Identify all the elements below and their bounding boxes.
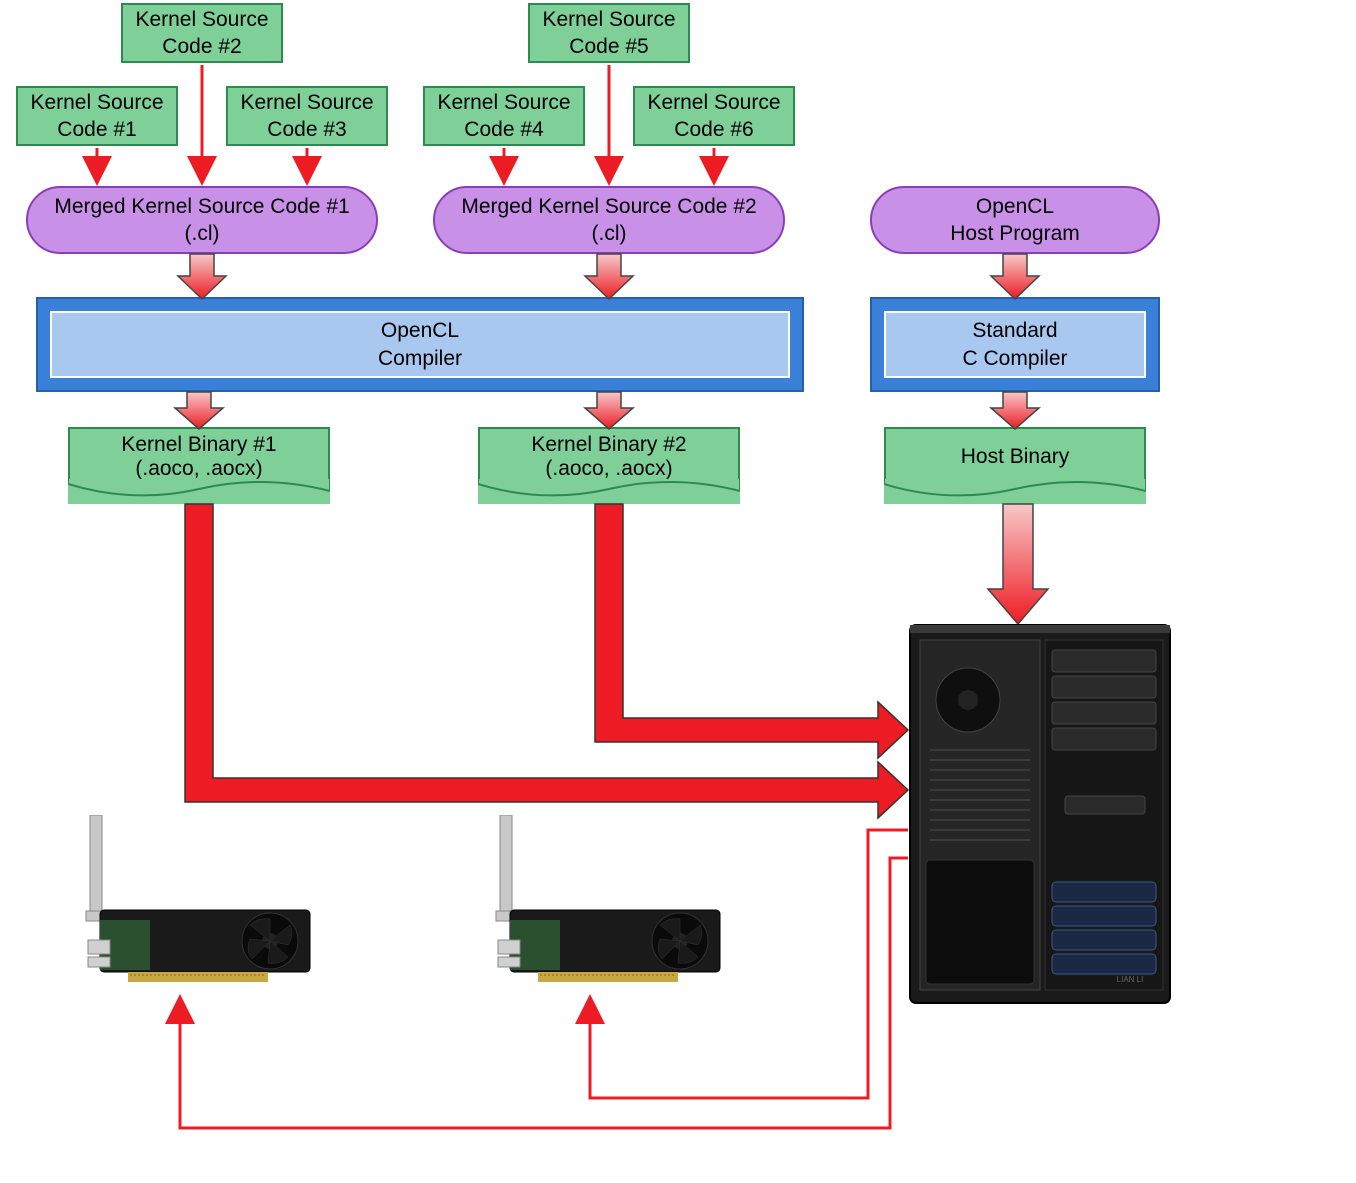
kernel-binary-2: Kernel Binary #2 (.aoco, .aocx): [478, 427, 740, 504]
label: Standard: [972, 317, 1057, 344]
label: Kernel Source: [542, 6, 675, 33]
source-node-4: Kernel Source Code #4: [423, 86, 585, 146]
source-node-5: Kernel Source Code #5: [528, 3, 690, 63]
label: Merged Kernel Source Code #2: [461, 193, 756, 220]
label: Kernel Source: [30, 89, 163, 116]
svg-text:LIAN LI: LIAN LI: [1117, 975, 1144, 984]
label: Kernel Source: [240, 89, 373, 116]
source-node-1: Kernel Source Code #1: [16, 86, 178, 146]
label: Compiler: [378, 345, 462, 372]
label: (.cl): [592, 220, 627, 247]
fpga-card-2: [450, 815, 730, 995]
label: Code #3: [267, 116, 346, 143]
host-program-node: OpenCL Host Program: [870, 186, 1160, 254]
block-arrow-hostbin-pc: [988, 504, 1048, 624]
label: C Compiler: [962, 345, 1067, 372]
source-node-3: Kernel Source Code #3: [226, 86, 388, 146]
block-arrow-merged2-compiler: [585, 254, 633, 299]
label: Kernel Binary #1: [121, 433, 276, 457]
merged-node-2: Merged Kernel Source Code #2 (.cl): [433, 186, 785, 254]
merged-node-1: Merged Kernel Source Code #1 (.cl): [26, 186, 378, 254]
label: OpenCL: [976, 193, 1054, 220]
label: Code #5: [569, 33, 648, 60]
label: Kernel Source: [647, 89, 780, 116]
block-arrow-ccompiler-hostbin: [991, 392, 1039, 429]
block-arrow-compiler-bin2: [585, 392, 633, 429]
source-node-2: Kernel Source Code #2: [121, 3, 283, 63]
label: Code #2: [162, 33, 241, 60]
label: Kernel Source: [437, 89, 570, 116]
label: (.aoco, .aocx): [545, 457, 672, 481]
label: (.cl): [185, 220, 220, 247]
compiler-inner: OpenCL Compiler: [50, 311, 790, 378]
kernel-binary-1: Kernel Binary #1 (.aoco, .aocx): [68, 427, 330, 504]
opencl-compiler-node: OpenCL Compiler: [36, 297, 804, 392]
label: Code #4: [464, 116, 543, 143]
source-node-6: Kernel Source Code #6: [633, 86, 795, 146]
label: Merged Kernel Source Code #1: [54, 193, 349, 220]
block-arrow-host-compiler: [991, 254, 1039, 299]
c-compiler-node: Standard C Compiler: [870, 297, 1160, 392]
host-binary: Host Binary: [884, 427, 1146, 504]
label: Host Program: [950, 220, 1080, 247]
label: (.aoco, .aocx): [135, 457, 262, 481]
label: Code #1: [57, 116, 136, 143]
label: Host Binary: [961, 445, 1070, 469]
label: OpenCL: [381, 317, 459, 344]
pc-tower: LIAN LI: [900, 620, 1180, 1010]
fpga-card-1: [40, 815, 320, 995]
block-arrow-compiler-bin1: [175, 392, 223, 429]
compiler-inner: Standard C Compiler: [884, 311, 1146, 378]
label: Code #6: [674, 116, 753, 143]
label: Kernel Binary #2: [531, 433, 686, 457]
label: Kernel Source: [135, 6, 268, 33]
block-arrow-merged1-compiler: [178, 254, 226, 299]
